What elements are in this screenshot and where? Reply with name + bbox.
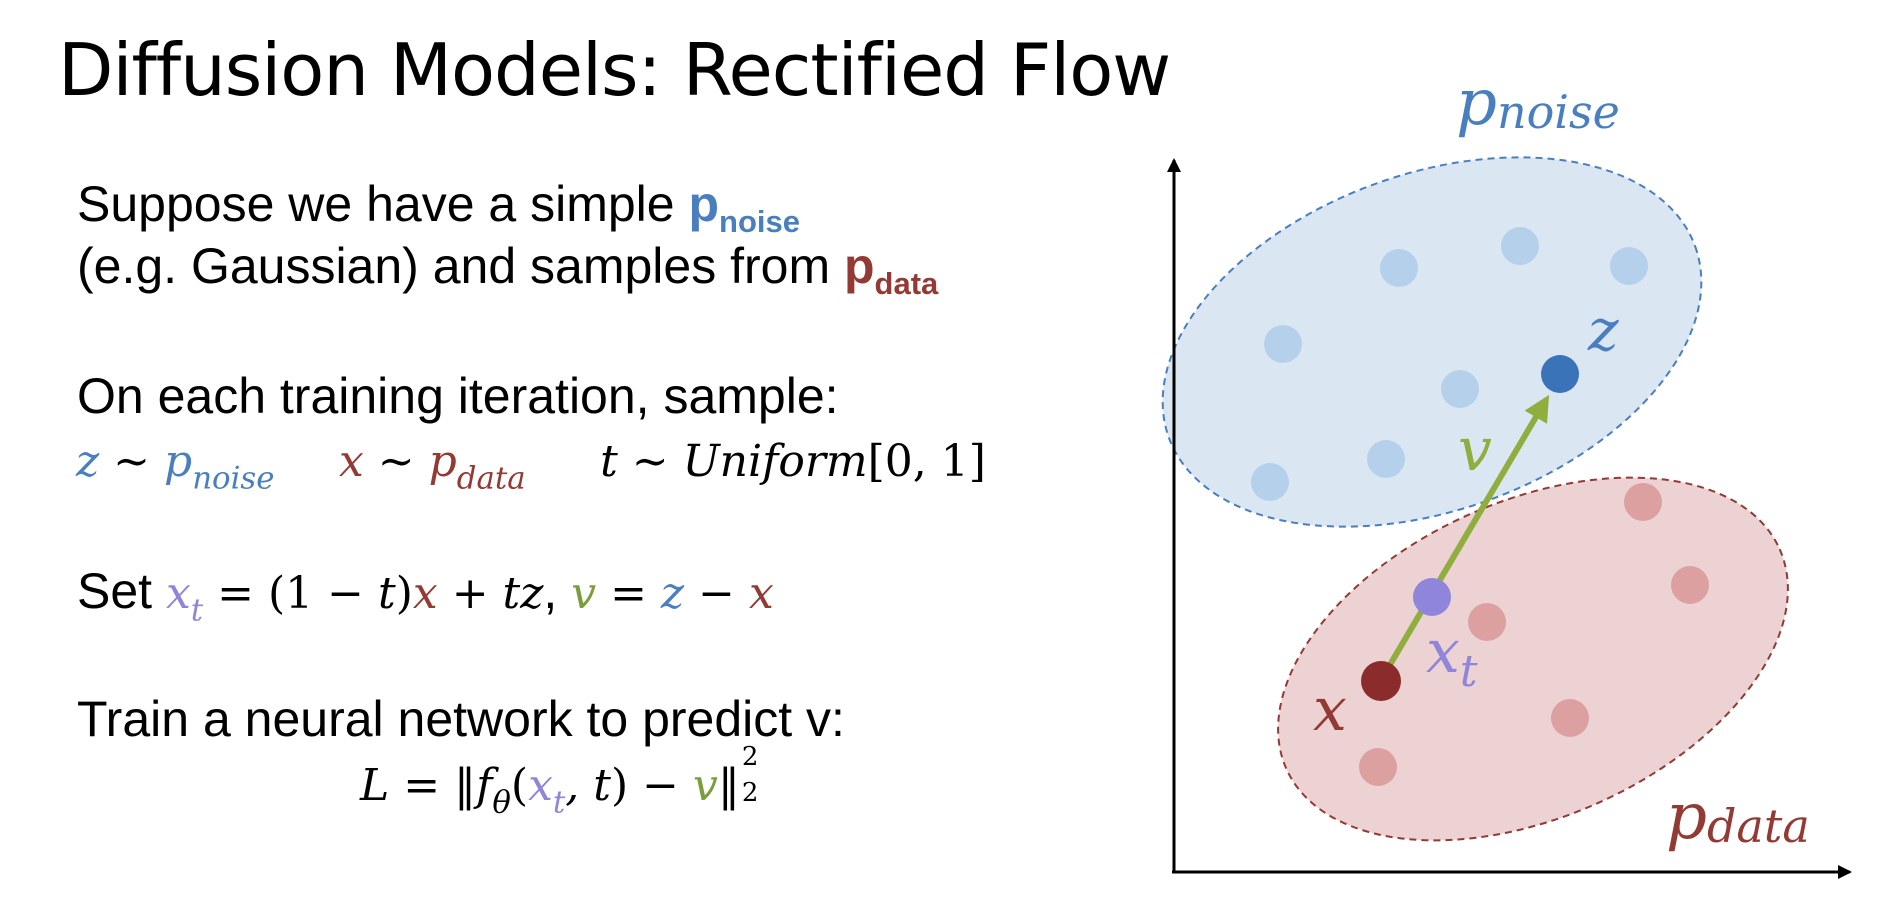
data-sample-dot <box>1468 603 1506 641</box>
intro-line-1-text: Suppose we have a simple <box>77 176 689 232</box>
train-heading: Train a neural network to predict v: <box>77 691 845 747</box>
p-noise-symbol: pnoise <box>688 176 800 239</box>
data-sample-dot <box>1671 566 1709 604</box>
set-prefix: Set <box>77 563 166 619</box>
intro-line-2-text: (e.g. Gaussian) and samples from <box>77 238 844 294</box>
v-label: v <box>1458 415 1492 485</box>
z-point <box>1541 355 1579 393</box>
noise-sample-dot <box>1264 325 1302 363</box>
data-sample-dot <box>1551 699 1589 737</box>
intro-line-2: (e.g. Gaussian) and samples from pdata <box>77 237 938 302</box>
data-sample-dot <box>1359 748 1397 786</box>
noise-sample-dot <box>1380 249 1418 287</box>
p-data-region <box>1277 476 1789 842</box>
set-equation: Set xt = (1 − t)x + tz, v = z − x <box>77 563 774 629</box>
x-sample: x ~ pdata <box>338 436 526 497</box>
p-data-symbol: pdata <box>844 238 939 301</box>
z-sample: z ~ pnoise <box>76 436 275 497</box>
t-sample: t ~ Uniform[0, 1] <box>600 436 986 487</box>
xt-term: xt <box>165 568 204 629</box>
noise-sample-dot <box>1441 370 1479 408</box>
noise-sample-dot <box>1610 247 1648 285</box>
p-noise-label: pnoise <box>1456 66 1620 140</box>
velocity-arrow <box>1378 394 1550 682</box>
noise-sample-dot <box>1367 440 1405 478</box>
p-noise-region <box>1161 156 1703 528</box>
slide-title: Diffusion Models: Rectified Flow <box>58 28 1171 112</box>
noise-sample-dot <box>1501 227 1539 265</box>
noise-sample-dot <box>1251 463 1289 501</box>
sampling-equation: z ~ pnoise x ~ pdata t ~ Uniform[0, 1] <box>76 436 986 496</box>
xt-label: xt <box>1426 617 1478 697</box>
data-sample-dot <box>1624 483 1662 521</box>
intro-line-1: Suppose we have a simple pnoise <box>77 175 800 240</box>
z-label: z <box>1587 296 1619 364</box>
loss-equation: L = ‖fθ(xt, t) − v‖ 2 2 <box>360 742 759 821</box>
sampling-heading: On each training iteration, sample: <box>77 368 839 424</box>
x-point <box>1361 661 1401 701</box>
p-data-label: pdata <box>1666 780 1810 854</box>
x-label: x <box>1313 675 1347 745</box>
xt-point <box>1413 578 1451 616</box>
